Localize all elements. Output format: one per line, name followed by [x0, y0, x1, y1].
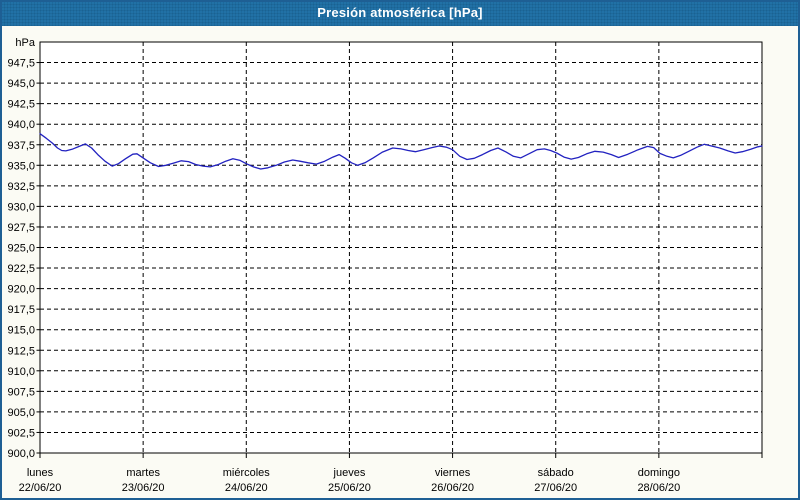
- y-axis-tick-label: 927,5: [7, 222, 35, 234]
- y-axis-tick-label: 907,5: [7, 386, 35, 398]
- y-axis-tick-label: 925,0: [7, 243, 35, 255]
- x-axis-day-label: sábado: [538, 467, 574, 479]
- x-axis-date-label: 22/06/20: [19, 482, 62, 494]
- y-axis-tick-label: 917,5: [7, 304, 35, 316]
- y-axis-tick-label: 920,0: [7, 284, 35, 296]
- y-axis-tick-label: 922,5: [7, 263, 35, 275]
- y-axis-tick-label: 942,5: [7, 99, 35, 111]
- x-axis-day-label: martes: [126, 467, 160, 479]
- x-axis-date-label: 24/06/20: [225, 482, 268, 494]
- x-axis-day-label: jueves: [333, 467, 366, 479]
- y-axis-tick-label: 902,5: [7, 427, 35, 439]
- y-axis-tick-label: 915,0: [7, 325, 35, 337]
- y-axis-tick-label: 912,5: [7, 345, 35, 357]
- chart-title-bar: Presión atmosférica [hPa]: [0, 0, 800, 26]
- x-axis-day-label: domingo: [638, 467, 680, 479]
- y-axis-tick-label: 947,5: [7, 58, 35, 70]
- pressure-line: [39, 133, 763, 170]
- y-axis-unit-label: hPa: [15, 37, 35, 49]
- y-axis-tick-label: 940,0: [7, 119, 35, 131]
- y-axis-tick-label: 910,0: [7, 366, 35, 378]
- x-axis-date-label: 25/06/20: [328, 482, 371, 494]
- x-axis-date-label: 28/06/20: [637, 482, 680, 494]
- x-axis-day-label: lunes: [27, 467, 54, 479]
- y-axis-tick-label: 905,0: [7, 407, 35, 419]
- x-axis-date-label: 23/06/20: [122, 482, 165, 494]
- y-axis-tick-label: 935,0: [7, 160, 35, 172]
- y-axis-tick-label: 945,0: [7, 78, 35, 90]
- x-axis-date-label: 26/06/20: [431, 482, 474, 494]
- x-axis-date-label: 27/06/20: [534, 482, 577, 494]
- y-axis-tick-label: 932,5: [7, 181, 35, 193]
- y-axis-tick-label: 930,0: [7, 201, 35, 213]
- y-axis-tick-label: 937,5: [7, 140, 35, 152]
- y-axis-tick-label: 900,0: [7, 448, 35, 460]
- x-axis-day-label: viernes: [435, 467, 471, 479]
- x-axis-day-label: miércoles: [223, 467, 271, 479]
